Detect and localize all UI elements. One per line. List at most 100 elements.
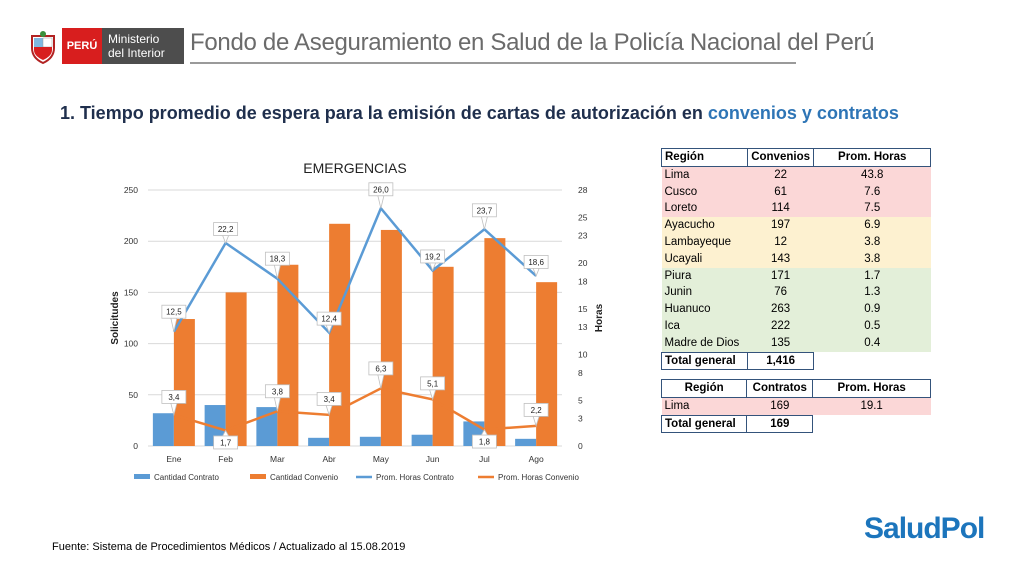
callout-pointer [377,374,385,389]
convenios-row: Huanuco 263 0.9 [661,301,931,318]
y2-tick-label: 25 [578,212,588,222]
legend-swatch [134,474,150,479]
callout-box [213,435,239,450]
ministry-line-2: del Interior [108,46,165,60]
legend-label: Prom. Horas Contrato [376,473,454,482]
header-region: Región [660,379,748,398]
y-axis-label: Solicitudes [110,291,121,345]
x-tick-label: Mar [270,454,285,464]
page-header: PERÚ Ministerio del Interior Fondo de As… [0,0,1024,80]
convenios-row: Ucayali 143 3.8 [661,250,931,268]
bar-convenio [432,266,454,446]
data-label: 22,2 [218,225,234,234]
bar-contrato [152,413,174,446]
convenios-cell-region: Ucayali [661,250,748,268]
y-tick-label: 150 [124,287,138,297]
convenios-cell-count: 263 [747,301,814,318]
contratos-table: Región Contratos Prom. Horas Lima 169 19.1… [660,379,931,434]
callout-box [161,390,187,404]
x-tick-label: May [373,454,390,464]
data-label: 12,4 [321,315,337,324]
callout-pointer [325,405,333,417]
bar-convenio [484,238,506,446]
series-line-contrato [172,205,537,335]
source-footnote: Fuente: Sistema de Procedimientos Médico… [52,541,406,553]
convenios-cell-region: Madre de Dios [661,334,748,353]
bar-convenio [173,319,195,446]
saludpol-logo: SaludPol [864,512,985,545]
x-tick-label: Jul [479,454,490,464]
y2-tick-label: 0 [578,441,583,451]
header-region: Región [661,148,748,167]
header-prom-horas: Prom. Horas [812,379,931,398]
ministry-line-1: Ministerio [108,32,160,46]
convenios-cell-hours: 0.5 [813,317,931,335]
contratos-total-value: 169 [746,414,814,434]
convenios-table: Región Convenios Prom. Horas Lima 22 43.8 C… [661,148,931,371]
contratos-total-empty [812,415,931,433]
data-label: 18,3 [270,255,286,264]
convenios-cell-hours: 1.7 [813,267,931,285]
callout-pointer [377,195,385,209]
callout-box [161,304,187,319]
chart-title: EMERGENCIAS [303,160,406,176]
x-tick-label: Jun [426,454,440,464]
contratos-header-row: Región Contratos Prom. Horas [660,379,931,398]
convenios-cell-count: 61 [747,183,814,201]
callout-box [264,251,290,266]
convenios-cell-region: Loreto [661,200,748,218]
y2-tick-label: 3 [578,414,583,424]
contratos-total-row: Total general 169 [660,414,931,434]
convenios-row: Lambayeque 12 3.8 [661,233,931,251]
convenios-row: Cusco 61 7.6 [661,183,931,201]
section-title: 1. Tiempo promedio de espera para la emi… [60,103,899,124]
x-tick-label: Abr [323,454,336,464]
data-label: 3,8 [272,387,284,396]
x-tick-label: Feb [218,454,233,464]
x-tick-label: Ene [166,454,181,464]
y-tick-label: 100 [124,339,138,349]
convenios-total-value: 1,416 [746,351,815,371]
callout-box [471,434,497,449]
callout-pointer [273,265,281,279]
convenios-row: Lima 22 43.8 [661,166,931,184]
convenios-cell-hours: 3.8 [813,250,931,268]
callout-box [368,182,394,197]
y-tick-label: 50 [129,390,139,400]
y2-tick-label: 23 [578,231,588,241]
data-label: 23,7 [477,206,493,215]
y2-tick-label: 28 [578,185,588,195]
data-label: 19,2 [425,252,441,261]
header-convenios: Convenios [746,148,815,167]
convenios-cell-hours: 7.5 [813,200,931,218]
convenios-cell-count: 12 [747,233,814,251]
convenios-cell-hours: 0.9 [813,301,931,318]
legend-swatch [250,474,266,479]
y-tick-label: 250 [124,185,138,195]
y2-tick-label: 8 [578,368,583,378]
contratos-row: Lima 169 19.1 [661,397,931,416]
emergencias-chart: EMERGENCIAS 0 50 100 150 200 250 0 3 5 8 10 13 15 18 20… [110,160,605,482]
y2-tick-label: 13 [578,322,588,332]
callout-box [420,376,446,391]
callout-pointer [222,429,229,437]
callout-pointer [429,262,436,272]
callout-pointer [273,397,281,412]
callout-box [213,222,239,236]
y2-tick-label: 20 [578,258,588,268]
data-label: 18,6 [528,258,544,267]
convenios-row: Piura 171 1.7 [661,267,931,285]
callout-pointer [532,416,540,428]
header-prom-horas: Prom. Horas [813,148,931,167]
convenios-cell-region: Piura [661,267,748,285]
bar-contrato [411,434,433,446]
callout-box [368,361,394,376]
data-label: 12,5 [166,308,182,317]
callout-box [420,249,446,264]
peru-badge: PERÚ [62,28,102,64]
y-tick-label: 200 [124,236,138,246]
y2-tick-label: 5 [578,395,583,405]
convenios-total-label: Total general [661,351,748,371]
callout-pointer [170,403,178,417]
contratos-cell-hours: 19.1 [812,397,931,416]
